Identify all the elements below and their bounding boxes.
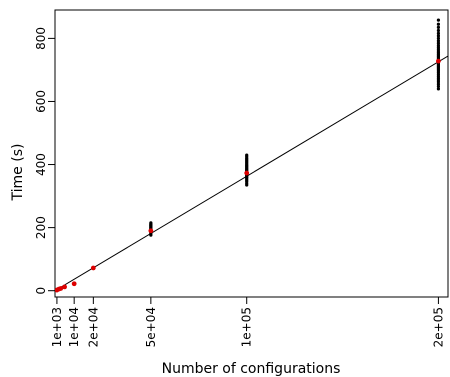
mean-point: [90, 265, 96, 271]
mean-point: [58, 286, 64, 291]
mean-point: [71, 281, 77, 287]
x-tick-label: 5e+04: [144, 307, 158, 347]
data-point: [436, 82, 441, 86]
data-point: [436, 22, 441, 26]
y-tick-label: 600: [34, 90, 48, 113]
y-tick-label: 800: [34, 27, 48, 50]
fit-line: [55, 55, 448, 292]
x-axis: 1e+03 1e+04 2e+04 5e+04 1e+05 2e+05: [50, 297, 445, 347]
data-point: [436, 36, 441, 40]
data-point: [436, 39, 441, 43]
mean-point: [244, 170, 250, 176]
data-point: [436, 41, 441, 45]
x-axis-title: Number of configurations: [162, 361, 341, 377]
y-axis: 0 200 400 600 800: [34, 27, 55, 295]
data-point: [245, 153, 249, 157]
y-tick-label: 200: [34, 216, 48, 239]
y-axis-title: Time (s): [10, 144, 26, 202]
plot-frame: [54, 9, 449, 298]
data-point: [436, 28, 441, 33]
plot-marks: [55, 18, 448, 293]
y-tick-label: 0: [34, 287, 48, 295]
data-point: [436, 34, 441, 38]
data-point: [436, 84, 441, 88]
data-point: [436, 31, 441, 35]
mean-point: [148, 228, 154, 234]
x-tick-label: 2e+05: [431, 307, 445, 347]
data-point: [436, 43, 441, 47]
x-tick-label: 1e+03: [50, 307, 64, 347]
x-tick-label: 1e+05: [240, 307, 254, 347]
data-point: [436, 18, 441, 22]
y-tick-label: 400: [34, 153, 48, 176]
x-tick-label: 1e+04: [67, 307, 81, 347]
data-point: [436, 25, 441, 29]
mean-point: [62, 284, 67, 290]
data-point: [436, 87, 441, 91]
x-tick-label: 2e+04: [86, 307, 100, 347]
mean-point: [436, 58, 441, 64]
data-point: [149, 221, 153, 225]
